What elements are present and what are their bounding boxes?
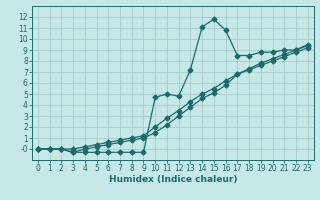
X-axis label: Humidex (Indice chaleur): Humidex (Indice chaleur) xyxy=(108,175,237,184)
